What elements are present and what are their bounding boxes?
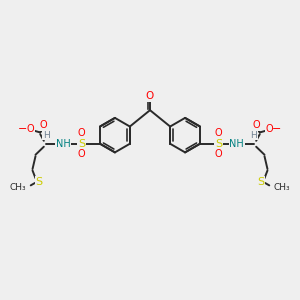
Text: NH: NH bbox=[230, 139, 244, 149]
Text: S: S bbox=[257, 177, 265, 187]
Text: CH₃: CH₃ bbox=[10, 183, 26, 192]
Text: H: H bbox=[43, 131, 50, 140]
Text: O: O bbox=[146, 91, 154, 101]
Text: O: O bbox=[39, 120, 47, 130]
Text: O: O bbox=[78, 149, 86, 159]
Text: S: S bbox=[35, 177, 43, 187]
Text: O: O bbox=[214, 149, 222, 159]
Text: −: − bbox=[272, 124, 282, 134]
Text: S: S bbox=[78, 139, 85, 149]
Text: H: H bbox=[250, 131, 257, 140]
Text: O: O bbox=[78, 128, 86, 138]
Text: O: O bbox=[214, 128, 222, 138]
Text: S: S bbox=[215, 139, 222, 149]
Text: NH: NH bbox=[56, 139, 70, 149]
Text: O: O bbox=[253, 120, 261, 130]
Text: O: O bbox=[266, 124, 273, 134]
Text: CH₃: CH₃ bbox=[274, 183, 290, 192]
Text: −: − bbox=[18, 124, 28, 134]
Text: O: O bbox=[27, 124, 34, 134]
